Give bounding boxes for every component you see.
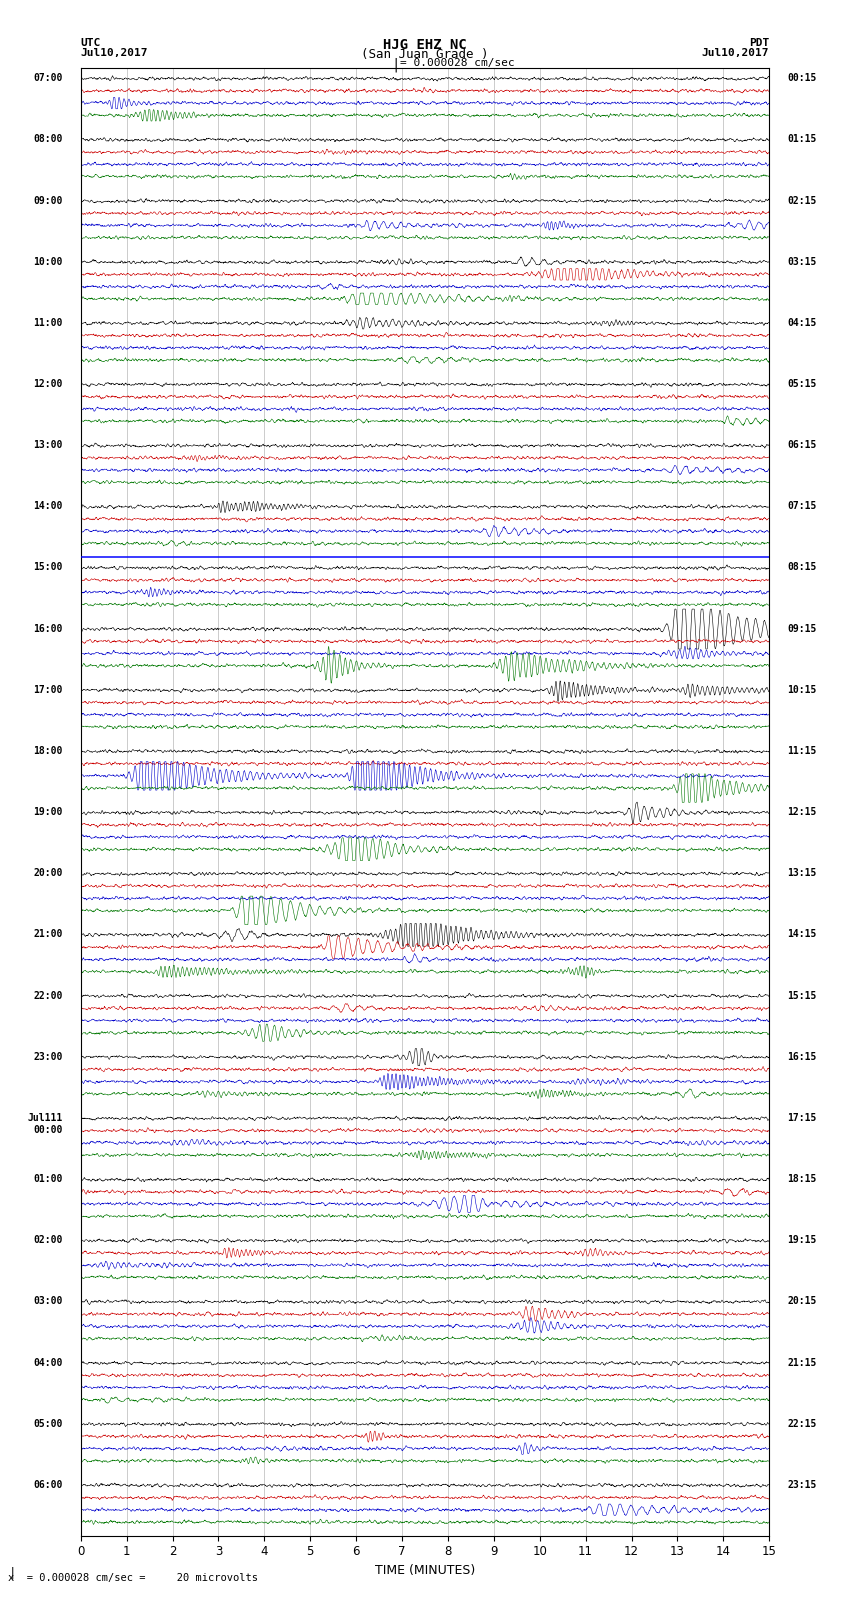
Text: 10:15: 10:15 bbox=[788, 686, 817, 695]
Text: 16:00: 16:00 bbox=[33, 624, 62, 634]
Text: 05:00: 05:00 bbox=[33, 1419, 62, 1429]
Text: UTC: UTC bbox=[81, 37, 101, 48]
Text: 07:00: 07:00 bbox=[33, 73, 62, 84]
Text: 02:00: 02:00 bbox=[33, 1236, 62, 1245]
Text: 21:00: 21:00 bbox=[33, 929, 62, 939]
Text: 21:15: 21:15 bbox=[788, 1358, 817, 1368]
Text: 18:00: 18:00 bbox=[33, 745, 62, 756]
X-axis label: TIME (MINUTES): TIME (MINUTES) bbox=[375, 1565, 475, 1578]
Text: 19:00: 19:00 bbox=[33, 806, 62, 818]
Text: 04:15: 04:15 bbox=[788, 318, 817, 327]
Text: 16:15: 16:15 bbox=[788, 1052, 817, 1061]
Text: 00:00: 00:00 bbox=[33, 1126, 62, 1136]
Text: 05:15: 05:15 bbox=[788, 379, 817, 389]
Text: 13:15: 13:15 bbox=[788, 868, 817, 877]
Text: 06:00: 06:00 bbox=[33, 1479, 62, 1490]
Text: 22:00: 22:00 bbox=[33, 990, 62, 1000]
Text: 15:00: 15:00 bbox=[33, 563, 62, 573]
Text: 04:00: 04:00 bbox=[33, 1358, 62, 1368]
Text: 14:15: 14:15 bbox=[788, 929, 817, 939]
Text: x  = 0.000028 cm/sec =     20 microvolts: x = 0.000028 cm/sec = 20 microvolts bbox=[8, 1573, 258, 1582]
Text: 03:00: 03:00 bbox=[33, 1297, 62, 1307]
Text: 23:15: 23:15 bbox=[788, 1479, 817, 1490]
Text: 14:00: 14:00 bbox=[33, 502, 62, 511]
Text: Jul10,2017: Jul10,2017 bbox=[81, 48, 148, 58]
Text: 08:00: 08:00 bbox=[33, 134, 62, 144]
Text: |: | bbox=[8, 1566, 16, 1579]
Text: 23:00: 23:00 bbox=[33, 1052, 62, 1061]
Text: 12:00: 12:00 bbox=[33, 379, 62, 389]
Text: 20:15: 20:15 bbox=[788, 1297, 817, 1307]
Text: 03:15: 03:15 bbox=[788, 256, 817, 266]
Text: 17:15: 17:15 bbox=[788, 1113, 817, 1123]
Text: 19:15: 19:15 bbox=[788, 1236, 817, 1245]
Text: 13:00: 13:00 bbox=[33, 440, 62, 450]
Text: 01:00: 01:00 bbox=[33, 1174, 62, 1184]
Text: 18:15: 18:15 bbox=[788, 1174, 817, 1184]
Text: 08:15: 08:15 bbox=[788, 563, 817, 573]
Text: 09:15: 09:15 bbox=[788, 624, 817, 634]
Text: 17:00: 17:00 bbox=[33, 686, 62, 695]
Text: 20:00: 20:00 bbox=[33, 868, 62, 877]
Text: = 0.000028 cm/sec: = 0.000028 cm/sec bbox=[400, 58, 514, 68]
Text: 15:15: 15:15 bbox=[788, 990, 817, 1000]
Text: 07:15: 07:15 bbox=[788, 502, 817, 511]
Text: PDT: PDT bbox=[749, 37, 769, 48]
Text: 01:15: 01:15 bbox=[788, 134, 817, 144]
Text: |: | bbox=[391, 58, 399, 73]
Text: 11:00: 11:00 bbox=[33, 318, 62, 327]
Text: 11:15: 11:15 bbox=[788, 745, 817, 756]
Text: 06:15: 06:15 bbox=[788, 440, 817, 450]
Text: 00:15: 00:15 bbox=[788, 73, 817, 84]
Text: Jul111: Jul111 bbox=[27, 1113, 62, 1123]
Text: 12:15: 12:15 bbox=[788, 806, 817, 818]
Text: 02:15: 02:15 bbox=[788, 195, 817, 205]
Text: (San Juan Grade ): (San Juan Grade ) bbox=[361, 47, 489, 61]
Text: 09:00: 09:00 bbox=[33, 195, 62, 205]
Text: 10:00: 10:00 bbox=[33, 256, 62, 266]
Text: Jul10,2017: Jul10,2017 bbox=[702, 48, 769, 58]
Text: HJG EHZ NC: HJG EHZ NC bbox=[383, 37, 467, 52]
Text: 22:15: 22:15 bbox=[788, 1419, 817, 1429]
